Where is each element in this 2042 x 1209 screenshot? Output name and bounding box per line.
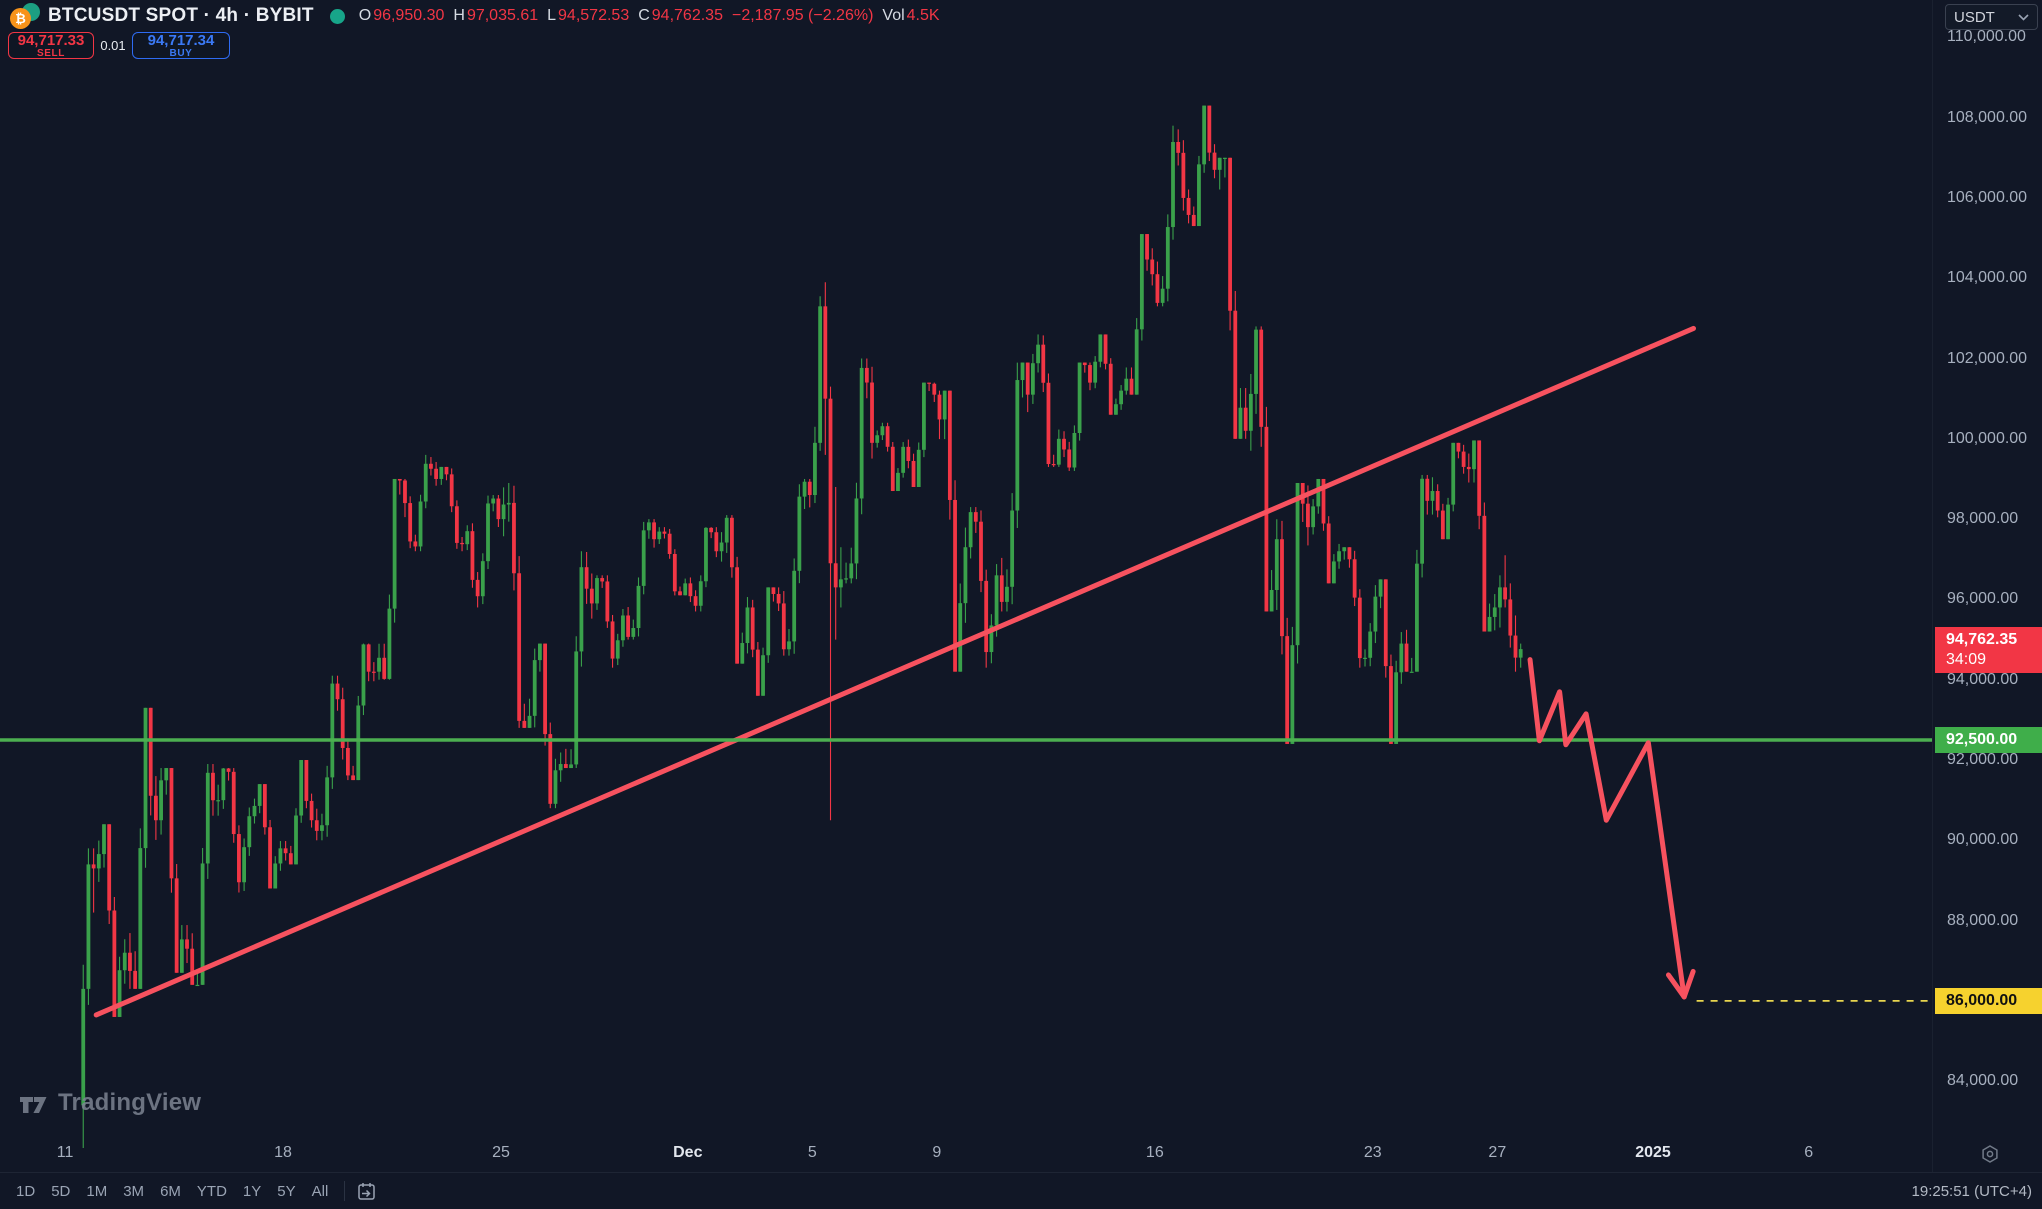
volume-value: 4.5K (906, 7, 940, 24)
buy-sell-panel: 94,717.33 SELL 0.01 94,717.34 BUY (8, 32, 949, 59)
last-price-label: 94,762.35 34:09 (1935, 627, 2042, 674)
currency-dropdown[interactable]: USDT (1945, 4, 2038, 30)
sell-price: 94,717.33 (17, 31, 85, 49)
time-tick-9: 9 (932, 1144, 942, 1161)
change-value: −2,187.95 (−2.26%) (731, 7, 874, 24)
level-label-green: 92,500.00 (1935, 726, 2042, 753)
price-tick: 110,000.00 (1947, 28, 2026, 46)
volume-label: Vol (882, 7, 905, 24)
buy-button[interactable]: 94,717.34 BUY (132, 32, 230, 59)
price-tick: 94,000.00 (1947, 670, 2019, 688)
range-button-all[interactable]: All (311, 1182, 329, 1200)
time-tick-5: 5 (807, 1144, 817, 1161)
range-button-1m[interactable]: 1M (86, 1182, 108, 1200)
yellow-level-price: 86,000.00 (1946, 991, 2018, 1009)
open-value: 96,950.30 (373, 7, 445, 24)
chevron-down-icon (2018, 13, 2029, 21)
last-price-value: 94,762.35 (1946, 631, 2018, 649)
time-tick-6: 6 (1804, 1144, 1814, 1161)
price-tick: 102,000.00 (1947, 349, 2028, 367)
price-tick: 106,000.00 (1947, 188, 2028, 206)
price-tick: 88,000.00 (1947, 911, 2019, 929)
market-status-dot[interactable] (329, 8, 345, 24)
btcusdt-pair-icon: ₿ (10, 3, 40, 29)
range-button-5y[interactable]: 5Y (277, 1182, 296, 1200)
sell-label: SELL (37, 47, 65, 59)
symbol-title[interactable]: BTCUSDT SPOT · 4h · BYBIT (48, 5, 314, 26)
go-to-date-button[interactable] (353, 1178, 379, 1204)
low-value: 94,572.53 (558, 7, 630, 24)
range-button-5d[interactable]: 5D (51, 1182, 71, 1200)
price-tick: 98,000.00 (1947, 510, 2019, 528)
price-tick: 92,000.00 (1947, 751, 2019, 768)
time-tick-16: 16 (1145, 1144, 1164, 1161)
range-button-ytd[interactable]: YTD (196, 1182, 227, 1200)
time-tick-25: 25 (492, 1144, 510, 1161)
range-button-1d[interactable]: 1D (16, 1182, 36, 1200)
time-tick-2025: 2025 (1635, 1144, 1671, 1161)
candlestick-plot[interactable] (0, 0, 1932, 1148)
time-tick-18: 18 (274, 1144, 292, 1161)
price-tick: 96,000.00 (1947, 590, 2019, 608)
range-button-3m[interactable]: 3M (123, 1182, 145, 1200)
ohlc-readout: O 96,950.30 H 97,035.61 L 94,572.53 C 94… (359, 7, 949, 25)
high-value: 97,035.61 (466, 7, 539, 24)
price-tick: 90,000.00 (1947, 831, 2019, 849)
time-tick-27: 27 (1488, 1144, 1507, 1161)
spread-value: 0.01 (100, 38, 126, 53)
buy-price: 94,717.34 (147, 31, 215, 49)
currency-value: USDT (1954, 8, 1995, 26)
chart-canvas[interactable] (0, 0, 1932, 1148)
open-label: O (358, 7, 372, 24)
low-label: L (547, 7, 557, 24)
sell-button[interactable]: 94,717.33 SELL (8, 32, 94, 59)
axis-settings-icon[interactable] (1980, 1144, 2000, 1164)
close-value: 94,762.35 (651, 7, 723, 24)
time-axis[interactable]: 11 18 25 Dec 5 9 16 23 27 2025 6 (0, 1135, 2042, 1172)
range-button-1y[interactable]: 1Y (242, 1182, 262, 1200)
price-tick: 84,000.00 (1947, 1072, 2019, 1090)
chart-header: ₿ BTCUSDT SPOT · 4h · BYBIT O 96,950.30 … (8, 3, 949, 59)
time-tick-11: 11 (56, 1144, 74, 1161)
time-tick-Dec: Dec (673, 1144, 703, 1161)
range-button-6m[interactable]: 6M (160, 1182, 181, 1200)
price-tick: 108,000.00 (1947, 108, 2028, 126)
bottom-toolbar: 1D 5D 1M 3M 6M YTD 1Y 5Y All 19:25:51 (UTC+4) (0, 1172, 2042, 1209)
calendar-icon (358, 1182, 375, 1200)
price-tick: 100,000.00 (1947, 429, 2028, 447)
price-tick: 104,000.00 (1947, 269, 2028, 287)
price-axis[interactable]: 110,000.00 108,000.00 106,000.00 104,000.00… (1932, 0, 2042, 1172)
level-label-yellow: 86,000.00 (1935, 987, 2042, 1014)
buy-label: BUY (169, 47, 193, 59)
candle-countdown: 34:09 (1946, 651, 1987, 669)
clock-timezone[interactable]: 19:25:51 (UTC+4) (1911, 1182, 2032, 1200)
time-tick-23: 23 (1363, 1144, 1382, 1161)
btc-coin-icon: ₿ (10, 8, 31, 29)
toolbar-divider (344, 1181, 346, 1201)
high-label: H (453, 7, 465, 24)
close-label: C (638, 7, 650, 24)
green-level-price: 92,500.00 (1946, 730, 2018, 748)
